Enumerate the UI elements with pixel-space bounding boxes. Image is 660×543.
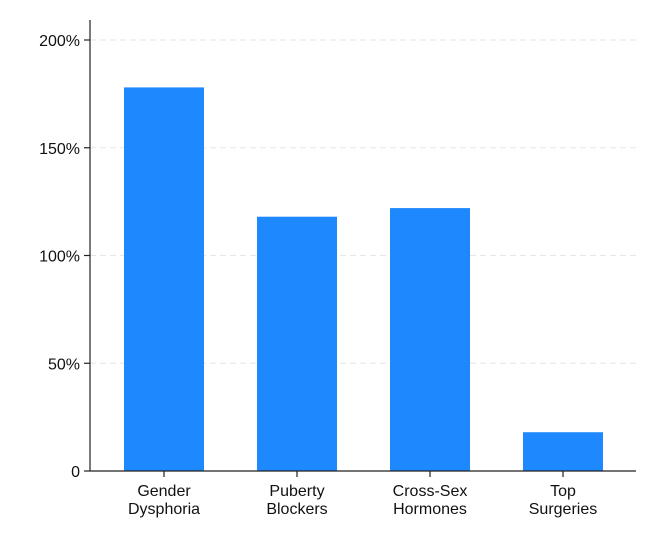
x-category-label-line: Hormones bbox=[393, 501, 467, 518]
y-tick-label: 100% bbox=[39, 249, 80, 266]
x-category-label-line: Dysphoria bbox=[128, 501, 200, 518]
bar bbox=[257, 216, 337, 471]
y-tick-labels: 0 50% 100% 150% 200% bbox=[39, 33, 80, 481]
x-category-label-line: Surgeries bbox=[529, 501, 597, 518]
y-tick-label: 200% bbox=[39, 33, 80, 50]
y-tick-label: 50% bbox=[48, 356, 80, 373]
x-category-label-line: Gender bbox=[137, 483, 191, 500]
x-category-label-line: Blockers bbox=[266, 501, 327, 518]
bar bbox=[124, 87, 204, 471]
bars bbox=[124, 87, 603, 471]
x-category-label-line: Puberty bbox=[269, 483, 324, 500]
x-category-label-line: Top bbox=[550, 483, 576, 500]
bar bbox=[390, 208, 470, 471]
y-tick-label: 0 bbox=[71, 464, 80, 481]
bar bbox=[523, 432, 603, 471]
x-category-label-line: Cross-Sex bbox=[393, 483, 468, 500]
axes bbox=[84, 20, 636, 477]
y-tick-label: 150% bbox=[39, 141, 80, 158]
